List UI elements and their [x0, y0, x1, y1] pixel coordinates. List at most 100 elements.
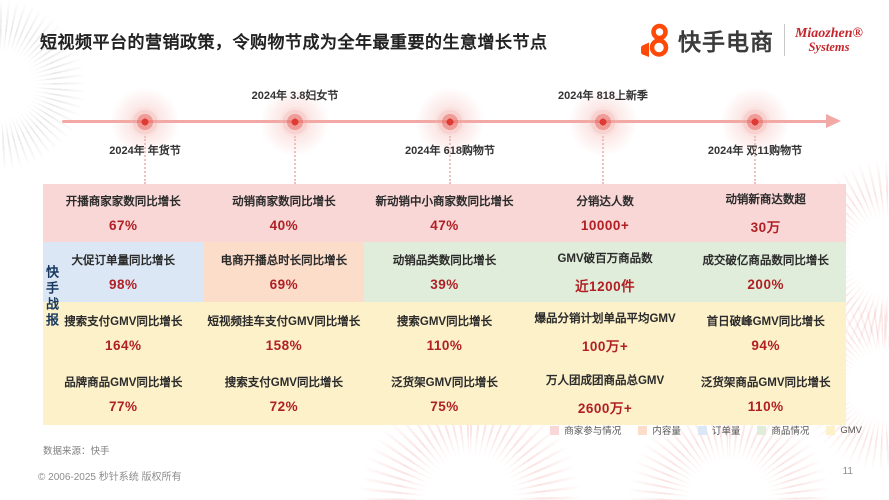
legend-swatch [550, 425, 560, 435]
legend-item: 订单量 [697, 423, 741, 437]
stat-value: 69% [269, 277, 299, 292]
stat-cell: 新动销中小商家数同比增长 47% [364, 184, 525, 242]
stat-label: 新动销中小商家数同比增长 [375, 196, 514, 208]
stat-label: 动销品类数同比增长 [392, 255, 497, 267]
legend-label: 商家参与情况 [564, 426, 622, 437]
stat-value: 67% [109, 218, 138, 233]
stat-label: 动销新商达数超 [725, 193, 806, 206]
miaozhen-line2: Systems [808, 39, 850, 54]
stat-cell: 搜索GMV同比增长 110% [364, 302, 525, 363]
stat-cell: 泛货架商品GMV同比增长 110% [685, 363, 846, 425]
stat-value: 94% [751, 337, 780, 353]
stat-label: GMV破百万商品数 [557, 252, 653, 265]
legend-item: GMV [826, 425, 862, 436]
stat-value: 39% [430, 277, 459, 292]
legend-swatch [826, 425, 836, 435]
legend-swatch [638, 425, 648, 435]
stat-label: 爆品分销计划单品平均GMV [534, 313, 676, 325]
stat-cell: 爆品分销计划单品平均GMV 100万+ [524, 302, 686, 363]
stat-cell: 动销品类数同比增长 39% [364, 242, 525, 302]
timeline-dot [740, 107, 770, 137]
timeline-dot [435, 107, 465, 137]
stat-label: 分销达人数 [576, 196, 634, 208]
stat-cell: 万人团成团商品总GMV 2600万+ [524, 363, 686, 425]
stat-cell: 分销达人数 10000+ [524, 184, 686, 242]
stat-value: 2600万+ [577, 400, 633, 416]
miaozhen-logo: Miaozhen® Systems [794, 25, 863, 54]
stat-cell: 大促订单量同比增长 98% [43, 242, 204, 302]
legend-swatch [697, 425, 707, 435]
stat-value: 10000+ [580, 218, 630, 233]
stat-label: 成交破亿商品数同比增长 [702, 255, 829, 267]
brand-divider [783, 24, 785, 56]
stat-label: 首日破峰GMV同比增长 [706, 315, 825, 328]
stat-value: 近1200件 [575, 278, 636, 294]
stat-label: 搜索GMV同比增长 [396, 315, 493, 328]
legend-item: 内容量 [638, 423, 681, 437]
stat-cell: 开播商家家数同比增长 67% [43, 184, 204, 242]
legend-label: 商品情况 [771, 426, 810, 437]
legend-label: 订单量 [711, 426, 741, 437]
legend-item: 商品情况 [757, 423, 809, 437]
stat-label: 泛货架GMV同比增长 [391, 377, 498, 389]
stat-cell: 动销新商达数超 30万 [685, 184, 846, 242]
stat-label: 万人团成团商品总GMV [545, 374, 665, 387]
stat-label: 电商开播总时长同比增长 [220, 255, 348, 267]
legend: 商家参与情况 内容量 订单量 商品情况 GMV [550, 423, 862, 437]
stats-table: 开播商家家数同比增长 67% 动销商家数同比增长 40% 新动销中小商家数同比增长 47%… [43, 184, 846, 425]
stat-cell: GMV破百万商品数 近1200件 [524, 242, 686, 302]
timeline-arrow-icon [826, 114, 841, 128]
stat-value: 72% [269, 399, 299, 414]
stat-cell: 电商开播总时长同比增长 69% [203, 242, 365, 302]
legend-label: GMV [840, 424, 862, 436]
stat-value: 47% [430, 218, 459, 233]
timeline-connector [144, 136, 146, 184]
page-title: 短视频平台的营销政策，令购物节成为全年最重要的生意增长节点 [40, 33, 548, 52]
stat-label: 短视频挂车支付GMV同比增长 [207, 315, 361, 328]
stat-label: 开播商家家数同比增长 [65, 196, 181, 208]
miaozhen-line1: Miaozhen® [794, 25, 863, 41]
data-source-note: 数据来源：快手 [43, 446, 110, 457]
stat-label: 泛货架商品GMV同比增长 [700, 377, 831, 389]
stat-value: 200% [747, 277, 784, 292]
timeline-dot [280, 107, 310, 137]
kuaishou-wordmark: 快手电商 [677, 29, 774, 55]
timeline-connector [602, 136, 604, 184]
kuaishou-logo: 快手电商 [638, 22, 774, 58]
decor-sunburst [0, 0, 85, 170]
stat-cell: 泛货架GMV同比增长 75% [364, 363, 525, 425]
stat-cell: 品牌商品GMV同比增长 77% [43, 363, 204, 425]
stat-label: 动销商家数同比增长 [232, 196, 336, 208]
stat-cell: 短视频挂车支付GMV同比增长 158% [203, 302, 365, 363]
stat-value: 40% [269, 218, 299, 233]
stat-value: 98% [109, 277, 138, 292]
stat-value: 158% [265, 337, 303, 353]
stat-label: 大促订单量同比增长 [71, 255, 176, 267]
stat-value: 110% [426, 337, 463, 353]
stat-value: 77% [109, 399, 138, 414]
page-number: 11 [842, 466, 853, 477]
copyright-note: © 2006-2025 秒针系统 版权所有 [38, 472, 182, 483]
table-side-label: 快手战报 [44, 265, 59, 329]
timeline-dot [130, 107, 160, 137]
timeline-event-label: 2024年 3.8妇女节 [251, 90, 339, 102]
stat-label: 搜索支付GMV同比增长 [64, 315, 183, 328]
stat-cell: 搜索支付GMV同比增长 72% [203, 363, 365, 425]
stat-label: 搜索支付GMV同比增长 [224, 377, 343, 389]
legend-item: 商家参与情况 [550, 423, 621, 437]
stat-cell: 搜索支付GMV同比增长 164% [43, 302, 204, 363]
brand-lockup: 快手电商 Miaozhen® Systems [638, 22, 863, 58]
timeline-connector [754, 136, 756, 184]
legend-label: 内容量 [652, 426, 681, 437]
legend-swatch [757, 425, 767, 435]
timeline-event-label: 2024年 818上新季 [558, 90, 648, 102]
stat-value: 110% [747, 399, 784, 414]
stat-cell: 首日破峰GMV同比增长 94% [685, 302, 846, 363]
kuaishou-logo-icon [638, 22, 672, 58]
stat-value: 100万+ [581, 339, 629, 354]
timeline-dot [588, 107, 618, 137]
stat-cell: 成交破亿商品数同比增长 200% [685, 242, 846, 302]
stat-label: 品牌商品GMV同比增长 [64, 377, 183, 389]
stat-value: 75% [430, 399, 459, 414]
